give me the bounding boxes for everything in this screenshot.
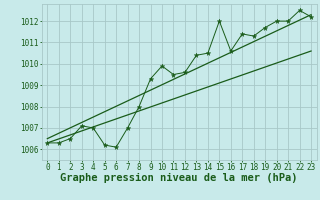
X-axis label: Graphe pression niveau de la mer (hPa): Graphe pression niveau de la mer (hPa)	[60, 173, 298, 183]
